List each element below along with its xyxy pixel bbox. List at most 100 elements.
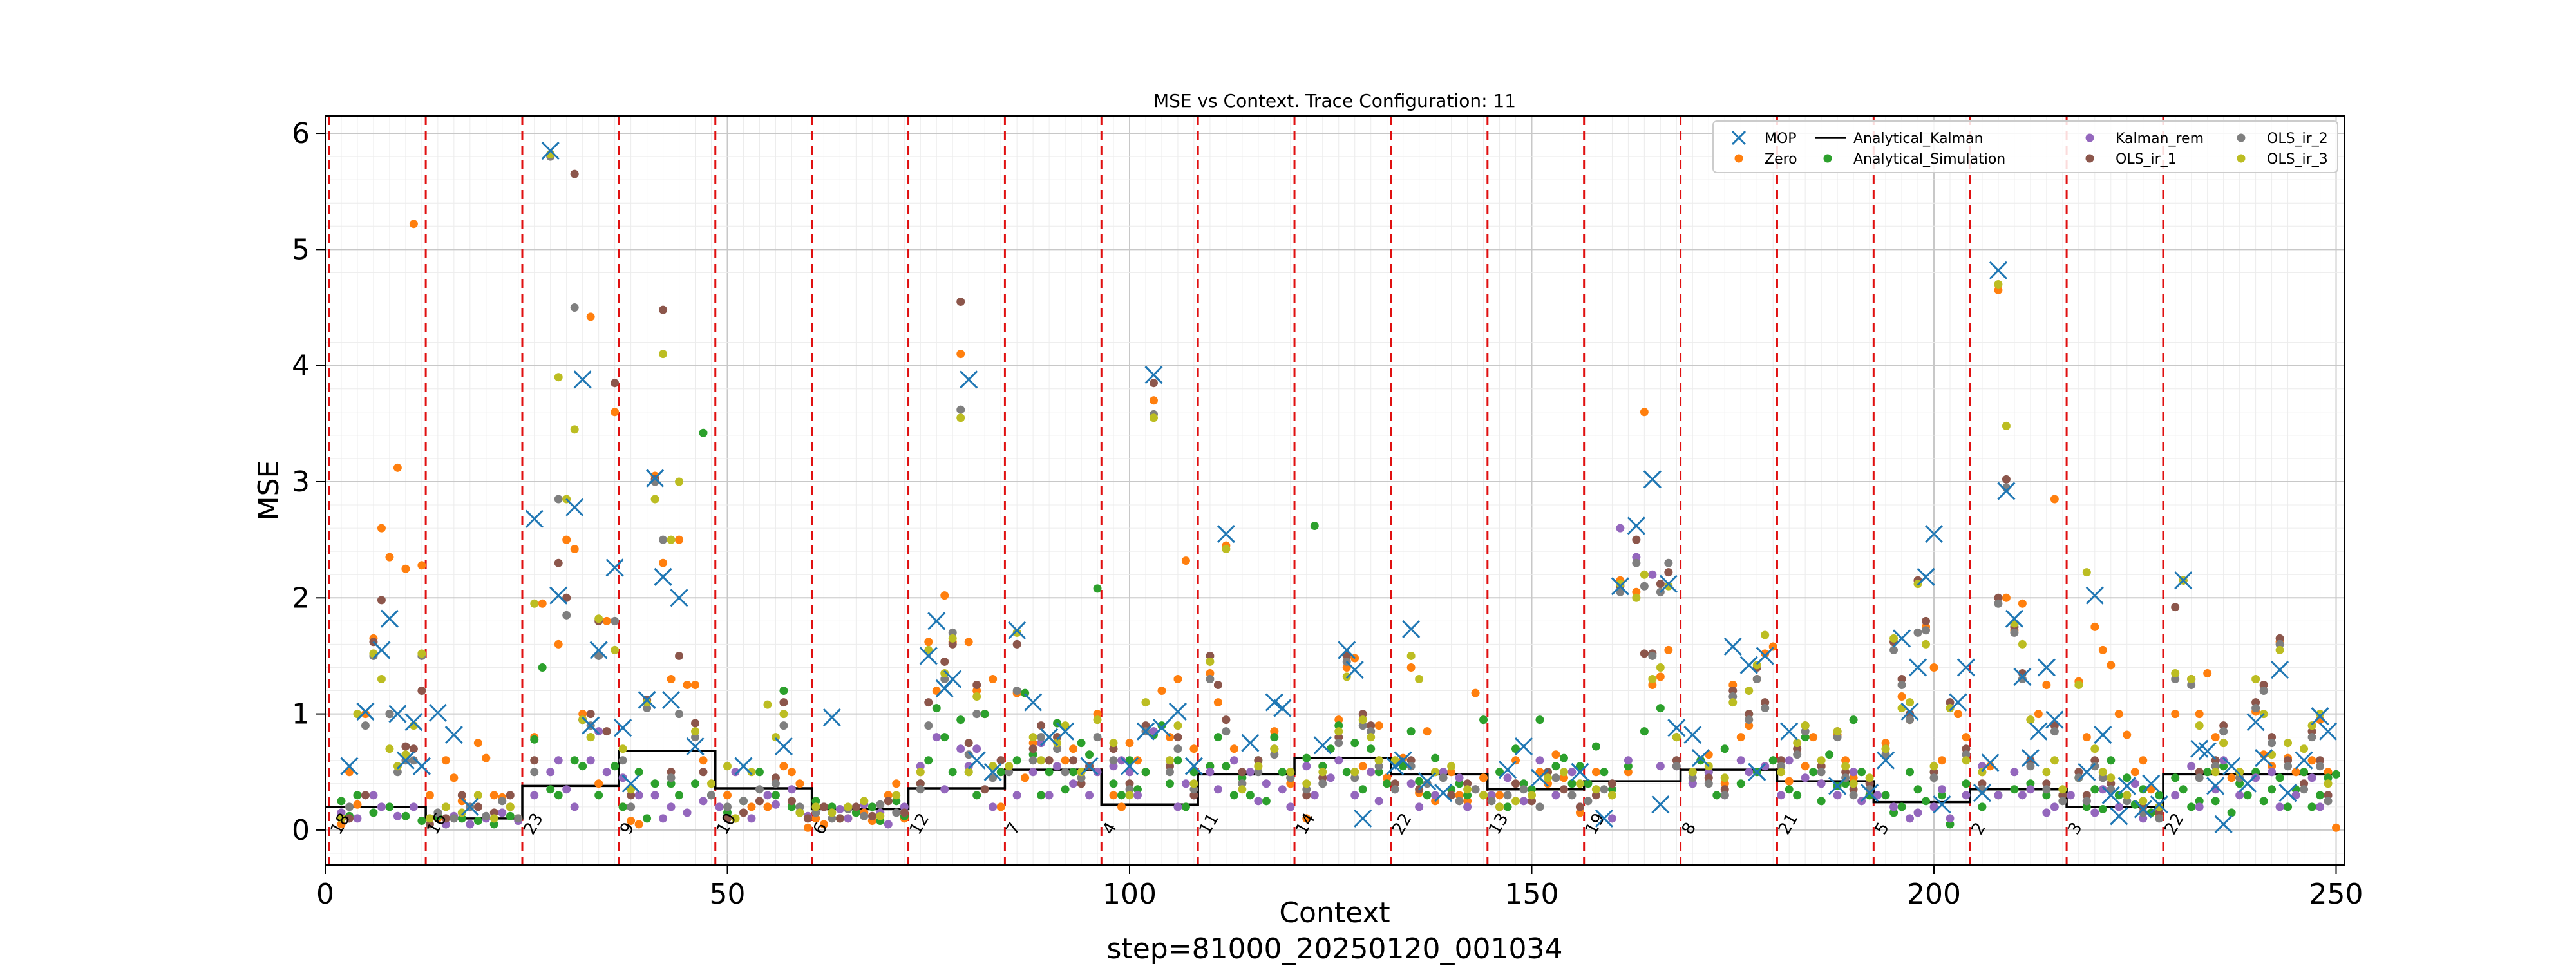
ols-ir-3-point [1664, 582, 1673, 591]
analytical-simulation-point [1077, 739, 1086, 748]
kalman-rem-point [2018, 791, 2027, 800]
ols-ir-1-point [835, 814, 844, 823]
legend-label: OLS_ir_3 [2267, 151, 2328, 167]
ols-ir-1-point [1238, 768, 1247, 777]
ols-ir-3-point [643, 698, 652, 707]
ols-ir-3-point [2098, 768, 2107, 777]
analytical-simulation-point [1045, 768, 1054, 777]
mop-point [1386, 757, 1405, 775]
ols-ir-3-point [2316, 710, 2325, 719]
legend-item-analytical-kalman: Analytical_Kalman [1815, 131, 1984, 147]
mop-point [428, 703, 447, 722]
zero-point [1785, 777, 1794, 786]
ols-ir-2-point [1367, 727, 1376, 736]
ols-ir-2-point [1439, 773, 1448, 782]
analytical-simulation-point [1567, 779, 1577, 788]
zero-point [1897, 692, 1906, 701]
analytical-simulation-point [1157, 721, 1166, 730]
legend-label: OLS_ir_1 [2116, 151, 2177, 167]
kalman-rem-point [1229, 756, 1238, 765]
kalman-rem-point [2130, 779, 2139, 788]
kalman-rem-point [1069, 779, 1078, 788]
zero-point [1745, 721, 1754, 730]
ols-ir-1-point [611, 379, 620, 388]
ols-ir-2-point [916, 785, 925, 794]
zero-point [586, 312, 595, 321]
analytical-simulation-point [385, 802, 394, 811]
ols-ir-3-point [2058, 785, 2067, 794]
ols-ir-3-point [1761, 630, 1770, 639]
ols-ir-1-point [2307, 727, 2316, 736]
ols-ir-1-point [2300, 779, 2309, 788]
analytical-simulation-point [1374, 768, 1383, 777]
ols-ir-1-point [1206, 651, 1215, 660]
ols-ir-1-point [1745, 710, 1754, 719]
zero-point [2211, 733, 2220, 742]
ols-ir-1-point [699, 768, 708, 777]
mop-point [1989, 261, 2007, 279]
ols-ir-2-point [611, 616, 620, 625]
ols-ir-1-point [1543, 768, 1552, 777]
zero-point [2171, 710, 2180, 719]
analytical-simulation-point [337, 797, 346, 806]
ols-ir-3-point [1881, 744, 1890, 753]
ols-ir-2-point [771, 779, 780, 788]
ols-ir-1-point [441, 814, 450, 823]
ols-ir-1-point [2171, 603, 2180, 612]
kalman-rem-point [1849, 768, 1858, 777]
ols-ir-2-point [1374, 762, 1383, 771]
mop-point [614, 719, 632, 737]
ols-ir-2-point [1061, 768, 1070, 777]
ols-ir-2-point [2042, 785, 2051, 794]
mop-point [822, 708, 841, 727]
ols-ir-1-point [667, 768, 676, 777]
ols-ir-2-point [2324, 797, 2333, 806]
y-tick-label: 3 [292, 466, 310, 498]
zero-point [795, 779, 804, 788]
analytical-simulation-point [1495, 768, 1504, 777]
kalman-rem-point [1262, 779, 1271, 788]
kalman-rem-point [1873, 791, 1882, 800]
kalman-rem-point [2042, 808, 2051, 817]
analytical-simulation-point [2259, 797, 2268, 806]
kalman-rem-point [1133, 791, 1142, 800]
ols-ir-2-point [1632, 558, 1641, 567]
analytical-simulation-point [2042, 791, 2051, 800]
kalman-rem-point [2050, 802, 2059, 811]
kalman-rem-point [1688, 779, 1697, 788]
mop-point [2142, 774, 2161, 793]
ols-ir-3-point [1511, 797, 1520, 806]
ols-ir-1-point [2042, 779, 2051, 788]
ols-ir-3-point [956, 413, 965, 422]
zero-point [1455, 791, 1464, 800]
ols-ir-3-point [1270, 744, 1279, 753]
mop-point [1667, 719, 1686, 737]
analytical-simulation-point [1889, 808, 1899, 817]
ols-ir-3-point [2284, 739, 2293, 748]
ols-ir-1-point [1141, 721, 1150, 730]
analytical-simulation-point [2155, 791, 2164, 800]
ols-ir-1-point [1302, 791, 1311, 800]
mop-point [2037, 658, 2056, 677]
kalman-rem-point [2026, 785, 2035, 794]
ols-ir-1-point [916, 779, 925, 788]
kalman-rem-point [570, 802, 579, 811]
analytical-simulation-point [1165, 779, 1174, 788]
ols-ir-3-point [964, 768, 973, 777]
ols-ir-2-point [2211, 762, 2220, 771]
analytical-simulation-point [1825, 750, 1834, 759]
zero-point [1495, 791, 1504, 800]
mop-point [1651, 795, 1670, 814]
legend-marker-dot-icon [1823, 154, 1832, 163]
ols-ir-1-point [1841, 768, 1850, 777]
analytical-simulation-point [1302, 753, 1311, 762]
mop-point [2255, 749, 2273, 768]
ols-ir-2-point [570, 303, 579, 312]
ols-ir-3-point [2002, 421, 2011, 430]
zero-point [1736, 733, 1745, 742]
zero-point [2050, 495, 2059, 504]
ols-ir-3-point [2107, 773, 2116, 782]
ols-ir-3-point [691, 727, 700, 736]
analytical-simulation-point [2082, 802, 2091, 811]
